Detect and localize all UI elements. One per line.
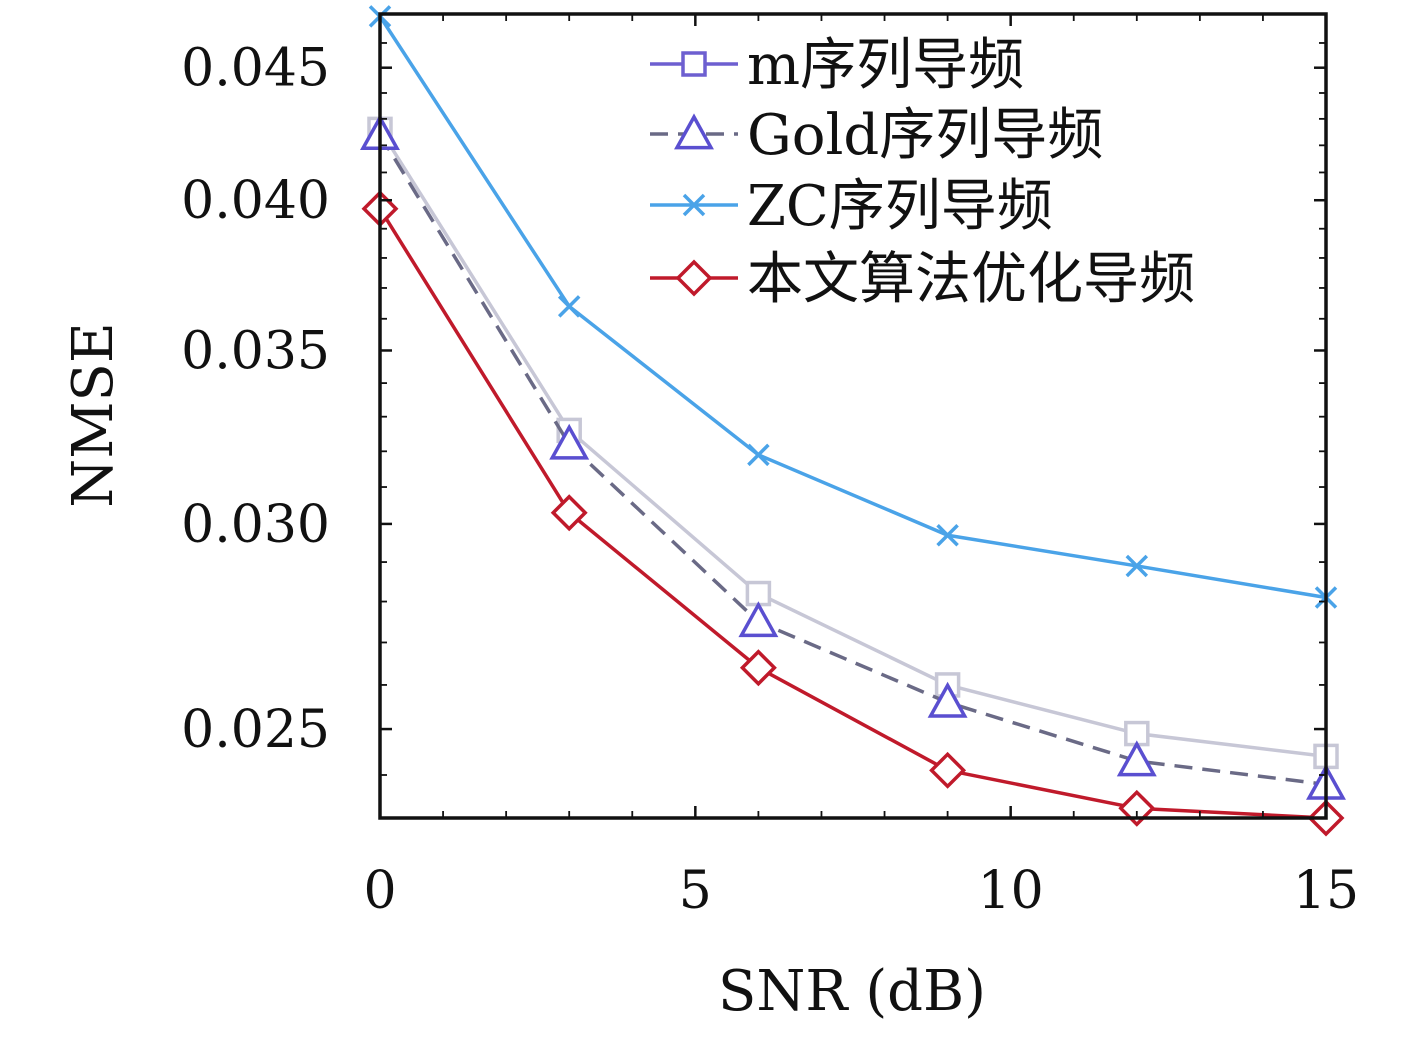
series-3-point-2: [557, 295, 581, 318]
series-4-point-2: [550, 494, 588, 532]
y-axis-title: NMSE: [61, 322, 126, 508]
legend-item-1: m序列导频: [650, 33, 1024, 98]
x-tick-label-2: 5: [679, 861, 712, 921]
x-tick-label-3: 10: [978, 861, 1044, 921]
y-tick-label-4: 0.040: [181, 171, 330, 231]
legend-marker-4: [675, 259, 713, 297]
series-1-line: [378, 128, 1327, 759]
legend-marker-2: [674, 113, 714, 150]
legend-item-2: Gold序列导频: [650, 103, 1103, 168]
series-3-line: [378, 15, 1327, 600]
series-3-point-4: [936, 523, 959, 547]
series-2-point-4: [927, 681, 968, 718]
series-4-point-4: [929, 751, 967, 789]
legend-marker-1: [681, 51, 707, 77]
legend-label-2: Gold序列导频: [747, 103, 1103, 168]
legend-label-1: m序列导频: [747, 33, 1024, 98]
series-3-point-3: [747, 443, 770, 467]
legend-marker-3: [682, 193, 706, 217]
x-tick-label-4: 15: [1293, 861, 1359, 921]
axis-ticks: [378, 14, 1328, 818]
legend-item-4: 本文算法优化导频: [650, 247, 1195, 312]
x-axis-title: SNR (dB): [718, 959, 986, 1024]
axis-tick-labels: 0 5 10 15 0.025 0.030 0.035 0.040 0.045: [181, 39, 1359, 921]
y-tick-label-2: 0.030: [181, 495, 330, 555]
legend-label-3: ZC序列导频: [747, 174, 1053, 239]
y-tick-label-3: 0.035: [181, 321, 330, 381]
series-2-point-3: [738, 601, 779, 638]
series-4-line: [378, 207, 1327, 820]
y-tick-label-5: 0.045: [181, 39, 330, 99]
series-2-point-5: [1116, 740, 1157, 777]
y-tick-label-1: 0.025: [181, 700, 330, 760]
series-2-point-2: [549, 423, 590, 460]
chart-marks: [360, 5, 1346, 837]
series-3-point-5: [1125, 554, 1149, 578]
legend-item-3: ZC序列导频: [650, 174, 1053, 239]
series-4-point-3: [739, 649, 777, 687]
x-tick-label-1: 0: [363, 861, 396, 921]
legend-label-4: 本文算法优化导频: [747, 247, 1195, 312]
